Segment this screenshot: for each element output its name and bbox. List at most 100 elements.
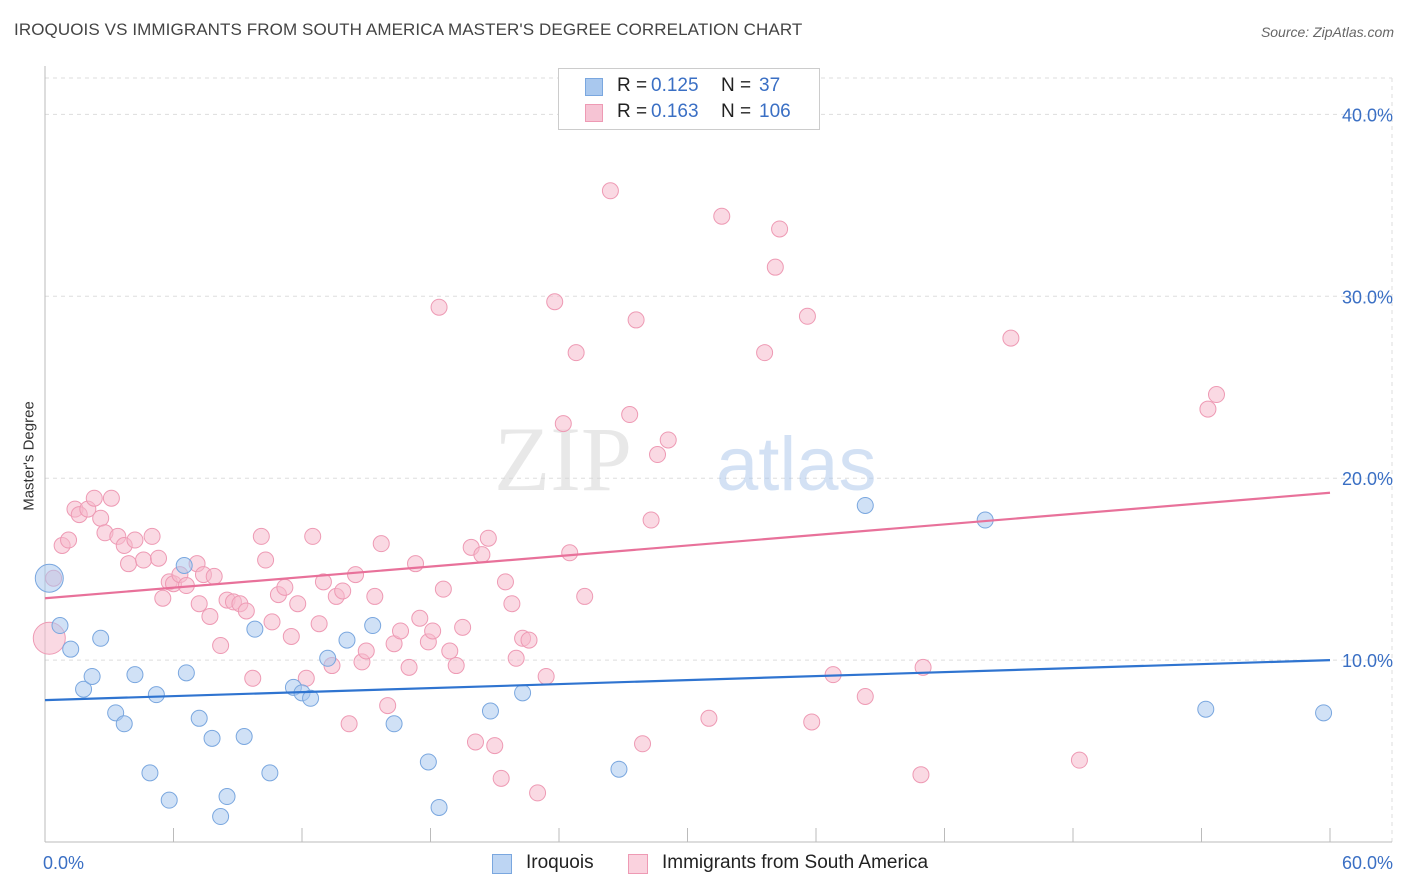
iroquois-point <box>481 702 499 720</box>
trend-lines <box>44 491 1331 702</box>
immigrant-point <box>205 567 223 585</box>
immigrant-point <box>372 535 390 553</box>
immigrant-point <box>120 555 138 573</box>
iroquois-point <box>212 808 230 826</box>
immigrant-point <box>441 642 459 660</box>
immigrant-point <box>634 735 652 753</box>
immigrant-point <box>201 607 219 625</box>
immigrant-point <box>411 609 429 627</box>
iroquois-point <box>34 563 64 593</box>
trend-line-immigrants <box>44 491 1331 600</box>
immigrant-point <box>400 658 418 676</box>
immigrant-point <box>447 657 465 675</box>
iroquois-point <box>190 709 208 727</box>
immigrant-point <box>520 631 538 649</box>
immigrant-point <box>1199 400 1217 418</box>
stats-legend: R = 0.125 N = 37 R = 0.163 N = 106 <box>558 68 820 130</box>
immigrant-point <box>434 580 452 598</box>
immigrant-point <box>503 595 521 613</box>
axes <box>44 66 1392 843</box>
immigrant-point <box>289 595 307 613</box>
legend-r-value: 0.163 <box>651 101 699 122</box>
immigrant-point <box>627 311 645 329</box>
immigrant-point <box>554 415 572 433</box>
immigrant-point <box>496 573 514 591</box>
iroquois-point <box>610 760 628 778</box>
immigrant-point <box>642 511 660 529</box>
y-tick-label: 30.0% <box>1342 287 1393 307</box>
immigrant-point <box>304 527 322 545</box>
y-tick-label: 10.0% <box>1342 651 1393 671</box>
y-tick-label: 40.0% <box>1342 105 1393 125</box>
immigrant-point <box>713 207 731 225</box>
legend-label-iroquois: Iroquois <box>526 852 594 873</box>
trend-line-iroquois <box>44 658 1331 702</box>
legend-n-value: 37 <box>759 75 781 96</box>
iroquois-point <box>51 617 69 635</box>
iroquois-point <box>385 715 403 733</box>
immigrant-point <box>237 602 255 620</box>
watermark-atlas: atlas <box>716 422 877 507</box>
immigrant-point <box>803 713 821 731</box>
immigrant-point <box>567 344 585 362</box>
immigrant-point <box>576 587 594 605</box>
immigrant-point <box>135 551 153 569</box>
immigrant-point <box>756 344 774 362</box>
legend-r-label: R = <box>617 101 648 122</box>
iroquois-point <box>75 680 93 698</box>
series-points <box>32 182 1333 826</box>
immigrant-point <box>912 766 930 784</box>
immigrant-point <box>252 527 270 545</box>
iroquois-point <box>92 629 110 647</box>
immigrant-point <box>282 627 300 645</box>
immigrant-point <box>154 589 172 607</box>
immigrant-point <box>379 697 397 715</box>
immigrant-point <box>492 769 510 787</box>
immigrant-point <box>601 182 619 200</box>
immigrant-point <box>212 637 230 655</box>
source-label: Source: ZipAtlas.com <box>1260 24 1394 40</box>
immigrant-point <box>766 258 784 276</box>
iroquois-point <box>419 753 437 771</box>
iroquois-point <box>115 715 133 733</box>
immigrant-point <box>621 406 639 424</box>
immigrant-point <box>914 658 932 676</box>
immigrant-point <box>529 784 547 802</box>
x-tick-label: 60.0% <box>1342 853 1393 873</box>
iroquois-point <box>147 686 165 704</box>
chart-title: IROQUOIS VS IMMIGRANTS FROM SOUTH AMERIC… <box>14 20 803 39</box>
immigrant-point <box>314 573 332 591</box>
immigrant-point <box>1002 329 1020 347</box>
iroquois-point <box>175 557 193 575</box>
immigrant-point <box>60 531 78 549</box>
immigrant-point <box>798 307 816 325</box>
immigrant-point <box>276 578 294 596</box>
immigrant-point <box>649 446 667 464</box>
immigrant-point <box>340 715 358 733</box>
immigrant-point <box>143 527 161 545</box>
iroquois-point <box>141 764 159 782</box>
immigrant-point <box>479 529 497 547</box>
immigrant-point <box>430 298 448 316</box>
immigrant-point <box>257 551 275 569</box>
immigrant-point <box>771 220 789 238</box>
immigrant-point <box>366 587 384 605</box>
legend-swatch-pink <box>628 854 648 874</box>
immigrant-point <box>334 582 352 600</box>
immigrant-point <box>392 622 410 640</box>
iroquois-point <box>856 496 874 514</box>
immigrant-point <box>347 566 365 584</box>
immigrant-point <box>102 489 120 507</box>
immigrant-point <box>700 709 718 727</box>
legend-r-value: 0.125 <box>651 75 699 96</box>
immigrant-point <box>659 431 677 449</box>
immigrant-point <box>150 549 168 567</box>
iroquois-point <box>319 649 337 667</box>
iroquois-point <box>338 631 356 649</box>
immigrant-point <box>1070 751 1088 769</box>
iroquois-point <box>302 689 320 707</box>
iroquois-point <box>160 791 178 809</box>
immigrant-point <box>454 618 472 636</box>
immigrant-point <box>546 293 564 311</box>
immigrant-point <box>466 733 484 751</box>
